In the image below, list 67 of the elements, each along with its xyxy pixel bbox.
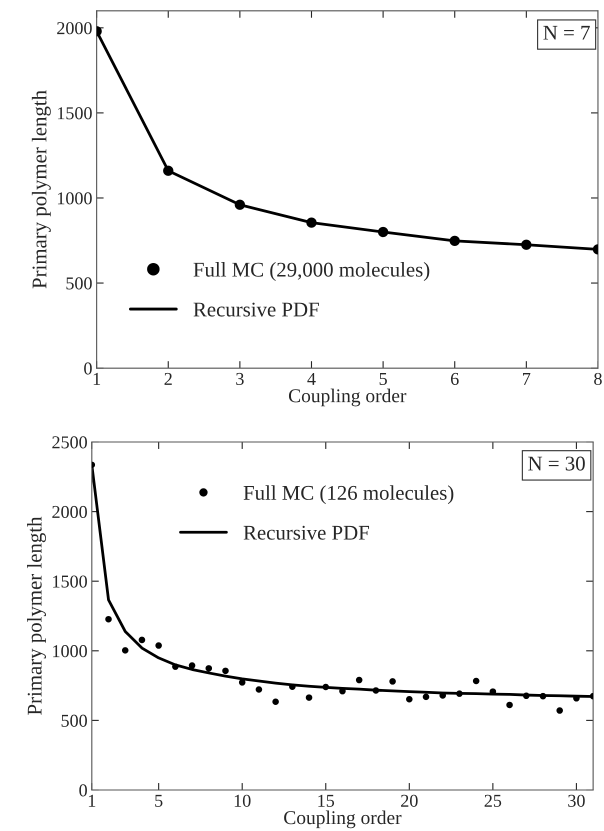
x-tick-label: 5 [380, 373, 387, 386]
point [272, 698, 279, 706]
point [105, 616, 112, 622]
point [206, 665, 212, 672]
point [540, 692, 546, 700]
point [256, 686, 262, 693]
point [356, 676, 362, 684]
x-tick-label: 3 [236, 372, 244, 386]
point [322, 684, 330, 690]
legend-label: Full MC (126 molecules) [244, 485, 454, 504]
y-tick-label: 500 [66, 277, 92, 290]
x-tick-label: 2 [164, 372, 172, 385]
y-axis-title: Primary polymer length [27, 516, 46, 715]
y-tick-label: 0 [79, 784, 87, 796]
x-axis-title: Coupling order [284, 810, 402, 828]
legend-label: Recursive PDF [194, 302, 319, 317]
point [372, 687, 380, 694]
point [456, 690, 463, 697]
point [188, 662, 196, 669]
y-tick-label: 1000 [53, 645, 87, 658]
annotation: N = 7 [543, 26, 590, 40]
x-tick-label: 1 [88, 794, 96, 807]
point [422, 694, 430, 700]
point [306, 218, 317, 228]
point [378, 226, 388, 238]
point [222, 668, 229, 674]
x-axis-title: Coupling order [288, 388, 406, 406]
point [406, 696, 413, 702]
x-tick-label: 10 [234, 794, 251, 807]
legend-label: Full MC (29,000 molecules) [194, 262, 430, 281]
point [506, 702, 513, 708]
legend-label: Recursive PDF [244, 526, 370, 540]
point [523, 692, 530, 700]
point [472, 678, 480, 684]
x-tick-label: 6 [450, 372, 459, 386]
x-tick-label: 8 [594, 372, 602, 386]
point [138, 636, 146, 644]
point [556, 707, 563, 714]
x-tick-label: 20 [401, 794, 418, 807]
x-tick-label: 5 [155, 794, 162, 807]
point [389, 678, 396, 685]
point [234, 200, 246, 210]
y-tick-label: 2500 [52, 436, 87, 448]
x-tick-label: 25 [484, 794, 502, 807]
y-tick-label: 2000 [52, 506, 87, 518]
y-tick-label: 1000 [58, 192, 92, 204]
x-tick-label: 1 [94, 372, 100, 385]
annotation: N = 30 [528, 456, 585, 471]
point [289, 683, 296, 690]
point [155, 642, 162, 649]
point [122, 647, 128, 654]
point [163, 166, 174, 176]
point [450, 236, 460, 246]
point [306, 694, 312, 701]
x-tick-label: 30 [568, 794, 585, 807]
y-axis-title: Primary polymer length [32, 90, 51, 288]
y-tick-label: 0 [84, 362, 92, 375]
point [172, 663, 179, 670]
point [521, 240, 532, 250]
x-tick-label: 15 [318, 794, 334, 807]
y-tick-label: 2000 [57, 22, 92, 34]
x-tick-label: 7 [523, 373, 530, 385]
point [238, 679, 246, 686]
y-tick-label: 1500 [53, 575, 87, 588]
x-tick-label: 4 [307, 372, 316, 385]
y-tick-label: 500 [62, 714, 87, 727]
y-tick-label: 1500 [58, 107, 92, 120]
